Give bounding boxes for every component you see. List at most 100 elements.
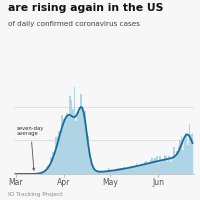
Bar (148, 163, 150, 174)
Bar (120, 168, 122, 174)
Bar (21, 173, 23, 174)
Bar (74, 87, 75, 174)
Bar (86, 134, 88, 174)
Bar (165, 156, 167, 174)
Bar (106, 170, 108, 174)
Bar (88, 136, 89, 174)
Bar (15, 173, 16, 174)
Bar (116, 170, 117, 174)
Bar (92, 167, 94, 174)
Bar (131, 167, 133, 174)
Bar (158, 164, 159, 174)
Bar (137, 166, 139, 174)
Bar (185, 133, 187, 174)
Bar (176, 151, 178, 174)
Bar (18, 173, 19, 174)
Bar (52, 152, 54, 174)
Bar (184, 136, 185, 174)
Bar (58, 131, 60, 174)
Text: of daily confirmed coronavirus cases: of daily confirmed coronavirus cases (8, 21, 140, 27)
Bar (144, 162, 145, 174)
Bar (75, 121, 77, 174)
Bar (16, 173, 18, 174)
Bar (40, 173, 41, 174)
Bar (117, 168, 119, 174)
Bar (57, 136, 58, 174)
Bar (69, 96, 71, 174)
Bar (71, 100, 72, 174)
Bar (109, 169, 111, 174)
Bar (139, 167, 140, 174)
Bar (77, 111, 78, 174)
Bar (182, 150, 184, 174)
Bar (127, 168, 128, 174)
Bar (181, 136, 182, 174)
Text: are rising again in the US: are rising again in the US (8, 3, 163, 13)
Bar (192, 133, 193, 174)
Bar (125, 170, 127, 174)
Bar (103, 171, 105, 174)
Bar (105, 171, 106, 174)
Bar (91, 160, 92, 174)
Bar (122, 169, 123, 174)
Bar (114, 170, 116, 174)
Bar (178, 146, 179, 174)
Bar (94, 170, 95, 174)
Bar (23, 173, 24, 174)
Bar (175, 155, 176, 174)
Bar (27, 173, 29, 174)
Bar (63, 119, 64, 174)
Bar (154, 158, 156, 174)
Bar (164, 155, 165, 174)
Bar (173, 147, 175, 174)
Bar (102, 172, 103, 174)
Bar (19, 173, 21, 174)
Bar (153, 160, 154, 174)
Bar (83, 111, 85, 174)
Bar (33, 173, 35, 174)
Bar (167, 162, 168, 174)
Bar (24, 173, 26, 174)
Bar (38, 173, 40, 174)
Bar (78, 112, 80, 174)
Bar (151, 158, 153, 174)
Bar (142, 164, 144, 174)
Bar (170, 162, 172, 174)
Text: seven-day
average: seven-day average (17, 126, 44, 170)
Bar (128, 167, 130, 174)
Bar (41, 173, 43, 174)
Bar (60, 130, 61, 174)
Bar (156, 156, 158, 174)
Bar (32, 173, 33, 174)
Bar (130, 166, 131, 174)
Bar (113, 170, 114, 174)
Bar (95, 170, 97, 174)
Bar (162, 159, 164, 174)
Bar (190, 134, 192, 174)
Bar (179, 140, 181, 174)
Bar (134, 167, 136, 174)
Bar (36, 173, 38, 174)
Bar (64, 120, 66, 174)
Bar (147, 163, 148, 174)
Bar (119, 168, 120, 174)
Bar (26, 173, 27, 174)
Bar (111, 172, 113, 174)
Bar (140, 165, 142, 174)
Bar (80, 94, 82, 174)
Bar (30, 173, 32, 174)
Bar (66, 113, 68, 174)
Bar (44, 172, 46, 174)
Bar (61, 115, 63, 174)
Bar (49, 164, 50, 174)
Bar (29, 173, 30, 174)
Bar (136, 163, 137, 174)
Bar (47, 165, 49, 174)
Bar (54, 158, 55, 174)
Bar (168, 156, 170, 174)
Bar (35, 173, 36, 174)
Bar (172, 158, 173, 174)
Bar (150, 160, 151, 174)
Bar (161, 162, 162, 174)
Bar (99, 172, 100, 174)
